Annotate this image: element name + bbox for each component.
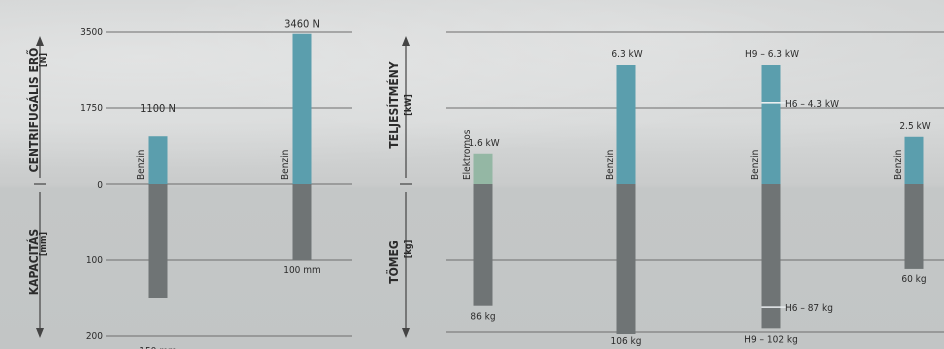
right-bottom-axis-title: TÖMEG [386, 240, 401, 284]
power-value-label: 2.5 kW [899, 121, 930, 132]
weight-bar [473, 184, 493, 306]
force-value-label: 1100 N [140, 102, 176, 115]
fuel-type-label: Benzin [750, 150, 761, 180]
capacity-value-label: 100 mm [283, 265, 321, 276]
force-bar [148, 136, 168, 184]
power-value-label: H9 – 6.3 kW [745, 49, 799, 60]
power-value-label: 1.6 kW [468, 138, 499, 149]
left-top-axis-title: CENTRIFUGÁLIS ERŐ [26, 48, 41, 173]
power-bar [616, 65, 636, 184]
fuel-type-label: Benzin [605, 150, 616, 180]
weight-value-label: 86 kg [470, 312, 495, 323]
power-bar [761, 65, 781, 184]
power-bar [473, 153, 493, 184]
left-bottom-axis-title: KAPACITÁS [26, 229, 41, 295]
weight-marker-label: H6 – 87 kg [785, 303, 833, 314]
left-top-axis-arrow [36, 36, 44, 46]
right-top-axis-unit: [kW] [404, 94, 414, 116]
tick-label-3500: 3500 [80, 27, 103, 38]
power-marker-label: H6 – 4.3 kW [785, 99, 839, 110]
left-bars: 1100 N Benzin 150 mm 3460 N Benzin 100 mm [136, 18, 321, 349]
weight-value-label: H9 – 102 kg [744, 334, 798, 345]
capacity-bar [292, 184, 312, 260]
left-top-axis-unit: [N] [39, 53, 49, 67]
force-value-label: 3460 N [284, 18, 320, 31]
capacity-value-label: 150 mm [139, 346, 177, 349]
right-bottom-axis-unit: [kg] [404, 240, 414, 259]
right-axis: TELJESÍTMÉNY [kW] TÖMEG [kg] [386, 36, 414, 338]
tick-label-1750: 1750 [80, 103, 103, 114]
force-bar [292, 33, 312, 184]
fuel-type-label: Benzin [280, 150, 291, 180]
right-top-axis-title: TELJESÍTMÉNY [386, 61, 401, 148]
left-gridlines [106, 31, 352, 337]
tick-label-200: 200 [86, 331, 103, 342]
right-top-axis-arrow [402, 36, 410, 46]
weight-value-label: 106 kg [611, 336, 642, 347]
left-bottom-axis-unit: [mm] [39, 232, 49, 256]
capacity-bar [148, 184, 168, 298]
tick-label-0: 0 [97, 180, 103, 191]
right-bottom-axis-arrow [402, 328, 410, 338]
fuel-type-label: Benzin [893, 150, 904, 180]
weight-bar [904, 184, 924, 269]
right-gridlines [446, 31, 944, 333]
weight-value-label: 60 kg [901, 274, 926, 285]
weight-bar [761, 184, 781, 329]
fuel-type-label: Benzin [136, 150, 147, 180]
power-bar [904, 136, 924, 184]
weight-bar [616, 184, 636, 334]
left-bottom-axis-arrow [36, 328, 44, 338]
left-axis: CENTRIFUGÁLIS ERŐ [N] KAPACITÁS [mm] [26, 36, 49, 338]
left-tick-labels: 3500 1750 0 100 200 [80, 27, 103, 342]
fuel-type-label: Elektromos [462, 129, 473, 180]
power-value-label: 6.3 kW [611, 49, 642, 60]
tick-label-100: 100 [86, 255, 103, 266]
